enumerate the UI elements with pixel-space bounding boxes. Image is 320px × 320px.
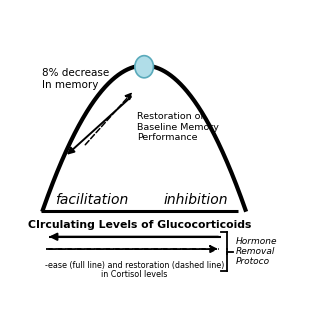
Text: CIrculating Levels of Glucocorticoids: CIrculating Levels of Glucocorticoids [28,220,251,229]
Text: Restoration of
Baseline Memory
Performance: Restoration of Baseline Memory Performan… [137,112,219,142]
Text: facilitation: facilitation [55,193,128,207]
Text: in Cortisol levels: in Cortisol levels [101,270,167,279]
Text: inhibition: inhibition [164,193,228,207]
Text: -ease (full line) and restoration (dashed line): -ease (full line) and restoration (dashe… [44,261,224,270]
Text: Hormone
Removal
Protoco: Hormone Removal Protoco [236,236,277,267]
Ellipse shape [135,56,154,78]
Text: 8% decrease
In memory: 8% decrease In memory [43,68,110,90]
